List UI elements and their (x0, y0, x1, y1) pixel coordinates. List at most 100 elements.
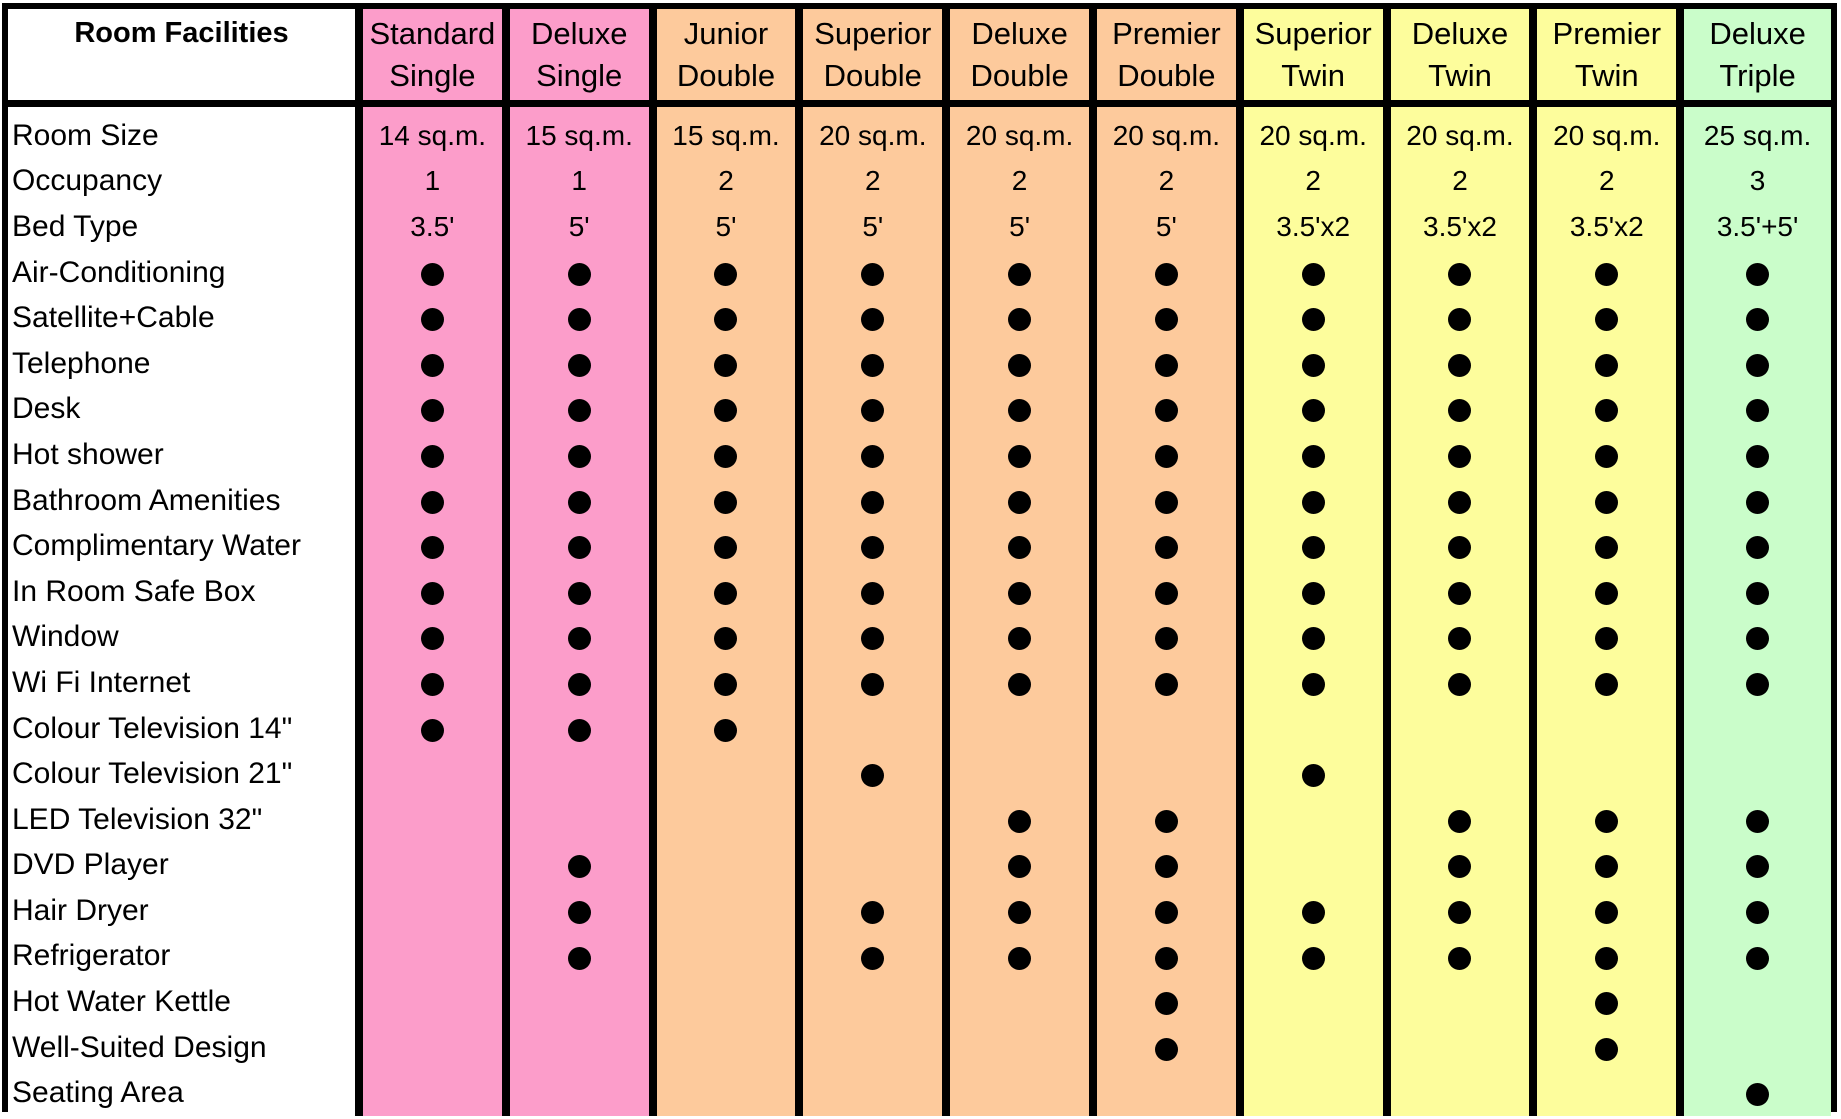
available-dot-icon (1008, 536, 1032, 560)
spec-value-cell: 3.5'x2 (1243, 204, 1391, 250)
feature-row: Refrigerator (8, 933, 1831, 980)
feature-cell (656, 249, 804, 296)
available-dot-icon (1448, 490, 1472, 514)
available-dot-icon (861, 946, 885, 970)
available-dot-icon (1301, 536, 1325, 560)
available-dot-icon (567, 581, 591, 605)
spec-value: 1 (424, 165, 441, 197)
available-dot-icon (1301, 901, 1325, 924)
available-dot-icon (1301, 399, 1325, 423)
available-dot-icon (1154, 627, 1178, 651)
feature-cell (656, 933, 804, 980)
feature-cell (950, 386, 1097, 433)
feature-cell (656, 523, 804, 569)
feature-cell (1537, 568, 1685, 615)
feature-cell (509, 295, 657, 341)
spec-value: 20 sq.m. (819, 119, 927, 151)
feature-cell (1243, 751, 1391, 797)
available-dot-icon (1746, 445, 1770, 469)
feature-cell (1537, 432, 1685, 478)
available-dot-icon (567, 399, 591, 423)
feature-cell (656, 751, 804, 797)
spec-value: 5' (1155, 210, 1177, 242)
spec-value: 20 sq.m. (965, 119, 1074, 151)
feature-cell (1537, 1024, 1685, 1071)
feature-cell (1684, 295, 1831, 341)
room-type-name-line1: Superior (814, 15, 932, 51)
feature-cell (509, 705, 657, 752)
available-dot-icon (1595, 536, 1619, 560)
feature-cell (1390, 295, 1538, 341)
row-label: Occupancy (8, 158, 363, 205)
spec-value: 1 (571, 165, 587, 197)
feature-cell (1684, 1024, 1831, 1071)
available-dot-icon (420, 581, 444, 605)
available-dot-icon (1746, 946, 1770, 970)
feature-cell (1684, 842, 1831, 889)
feature-cell (950, 1024, 1097, 1071)
spec-value-cell: 5' (950, 204, 1097, 250)
available-dot-icon (1301, 946, 1325, 970)
available-dot-icon (1008, 353, 1032, 377)
available-dot-icon (1448, 627, 1472, 651)
feature-cell (1537, 933, 1685, 980)
spec-value-cell: 20 sq.m. (803, 107, 951, 159)
available-dot-icon (1595, 262, 1619, 286)
available-dot-icon (714, 627, 738, 651)
feature-cell (509, 568, 657, 615)
room-type-header: Deluxe Single (509, 9, 657, 107)
feature-cell (950, 979, 1097, 1025)
room-type-name-line1: Superior (1254, 15, 1372, 51)
room-type-header: Junior Double (656, 9, 804, 107)
spec-value: 20 sq.m. (1259, 119, 1367, 151)
feature-cell (509, 888, 657, 934)
available-dot-icon (714, 490, 738, 514)
row-label: Seating Area (8, 1070, 363, 1117)
feature-cell (1390, 979, 1538, 1025)
spec-value: 20 sq.m. (1112, 119, 1221, 151)
feature-cell (803, 933, 951, 980)
available-dot-icon (1746, 1083, 1770, 1107)
feature-row: Wi Fi Internet (8, 660, 1831, 706)
room-type-header: Superior Twin (1243, 9, 1391, 107)
feature-cell (803, 614, 951, 661)
spec-value: 2 (1158, 165, 1175, 197)
feature-cell (1390, 249, 1538, 296)
room-type-name-line2: Double (1117, 57, 1216, 93)
feature-cell (363, 432, 510, 478)
feature-cell (363, 523, 510, 569)
feature-cell (950, 888, 1097, 934)
feature-cell (803, 751, 951, 797)
available-dot-icon (714, 718, 738, 742)
feature-cell (1096, 1070, 1244, 1117)
spec-value: 20 sq.m. (1553, 119, 1661, 151)
available-dot-icon (1448, 855, 1472, 879)
room-type-name-line1: Premier (1112, 15, 1221, 51)
spec-value: 15 sq.m. (525, 119, 633, 151)
available-dot-icon (420, 353, 444, 377)
available-dot-icon (567, 627, 591, 651)
feature-cell (656, 1024, 804, 1071)
feature-cell (1537, 705, 1685, 752)
feature-cell (656, 568, 804, 615)
spec-value: 3.5'x2 (1276, 210, 1351, 242)
feature-cell (509, 614, 657, 661)
feature-cell (1096, 660, 1244, 706)
available-dot-icon (1154, 855, 1178, 879)
feature-cell (1390, 432, 1538, 478)
room-type-name-line2: Double (823, 57, 922, 93)
spec-value-cell: 3.5'x2 (1537, 204, 1685, 250)
spec-value: 15 sq.m. (672, 119, 780, 151)
feature-cell (656, 614, 804, 661)
row-label: Colour Television 21" (8, 751, 363, 797)
available-dot-icon (1008, 262, 1032, 286)
feature-cell (1390, 568, 1538, 615)
available-dot-icon (1301, 673, 1325, 697)
available-dot-icon (1746, 581, 1770, 605)
available-dot-icon (1448, 809, 1472, 833)
feature-cell (363, 1024, 510, 1071)
spec-value-cell: 20 sq.m. (1243, 107, 1391, 159)
available-dot-icon (1595, 901, 1619, 924)
feature-cell (1243, 340, 1391, 387)
room-type-name-line2: Single (389, 57, 476, 93)
